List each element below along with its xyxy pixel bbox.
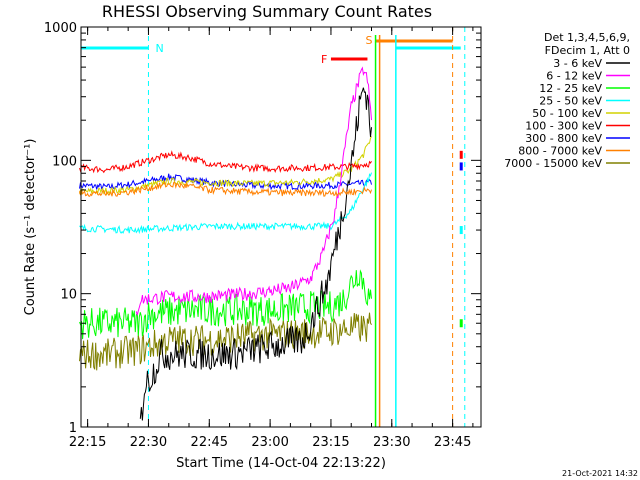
- series-line: [135, 66, 372, 316]
- y-axis-label: Count Rate (s⁻¹ detector⁻¹): [23, 139, 38, 316]
- legend-entry-label: 800 - 7000 keV: [518, 145, 602, 158]
- annotation-label: F: [321, 53, 327, 66]
- chart-title: RHESSI Observing Summary Count Rates: [102, 2, 432, 21]
- tail-point: [459, 319, 463, 328]
- annotation-label: S: [366, 34, 373, 47]
- series-line: [79, 181, 372, 198]
- tail-point: [459, 226, 463, 235]
- legend-entry-label: 300 - 800 keV: [525, 132, 602, 145]
- x-axis-label: Start Time (14-Oct-04 22:13:22): [176, 456, 386, 471]
- legend-entry-label: 12 - 25 keV: [539, 82, 602, 95]
- axes-layer: 22:15 22:30 22:45 23:00 23:15 23:30 23:45 1 10 10…: [44, 21, 481, 450]
- tail-point: [459, 162, 463, 171]
- y-tick-label: 100: [52, 154, 77, 169]
- y-tick-label: 10: [60, 288, 77, 303]
- legend: Det 1,3,4,5,6,9,FDecim 1, Att 03 - 6 keV…: [504, 31, 630, 170]
- footer-date: 21-Oct-2021 14:32: [562, 469, 638, 478]
- y-tick-label: 1: [69, 421, 77, 436]
- x-tick-label: 22:30: [130, 435, 167, 450]
- x-tick-label: 23:30: [373, 435, 410, 450]
- legend-entry-label: 100 - 300 keV: [525, 120, 602, 133]
- plot-frame: [80, 26, 482, 428]
- x-tick-label: 22:45: [191, 435, 228, 450]
- legend-header: Det 1,3,4,5,6,9,: [544, 31, 630, 44]
- y-tick-label: 1000: [44, 21, 77, 36]
- series-layer: [79, 66, 463, 421]
- legend-entry-label: 25 - 50 keV: [539, 95, 602, 108]
- series-line: [79, 312, 372, 371]
- legend-header: FDecim 1, Att 0: [545, 44, 630, 57]
- x-tick-label: 22:15: [69, 435, 106, 450]
- tail-point: [459, 150, 463, 159]
- annotation-label: N: [155, 42, 163, 55]
- x-tick-label: 23:00: [251, 435, 288, 450]
- legend-entry-label: 6 - 12 keV: [546, 70, 602, 83]
- x-tick-label: 23:45: [434, 435, 471, 450]
- annotation-layer: N F S: [81, 27, 466, 427]
- series-line: [139, 87, 372, 421]
- series-line: [79, 136, 372, 196]
- legend-entry-label: 7000 - 15000 keV: [504, 157, 602, 170]
- x-tick-label: 23:15: [312, 435, 349, 450]
- series-line: [79, 172, 372, 235]
- legend-entry-label: 3 - 6 keV: [553, 57, 602, 70]
- series-line: [79, 150, 372, 174]
- legend-entry-label: 50 - 100 keV: [532, 107, 602, 120]
